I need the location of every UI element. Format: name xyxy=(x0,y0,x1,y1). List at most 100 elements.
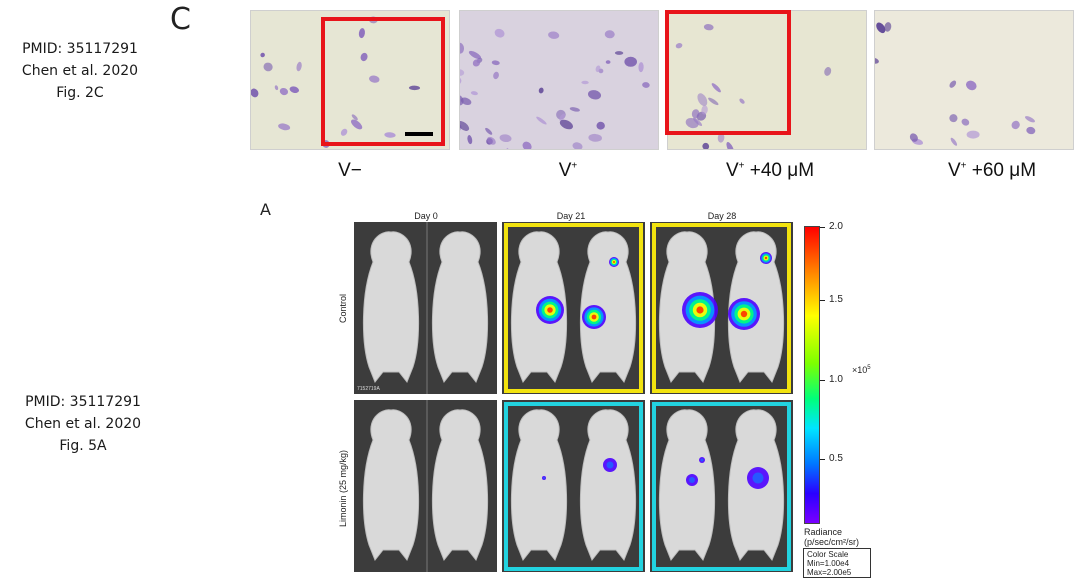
cell-mark xyxy=(675,42,683,49)
transwell-image-v-minus xyxy=(250,10,450,150)
highlight-frame-control-day-21 xyxy=(504,223,643,393)
cell-mark xyxy=(966,80,977,91)
cell-mark xyxy=(460,97,472,106)
bioluminescence-limonin-day-0 xyxy=(354,400,497,572)
cell-mark xyxy=(538,87,544,94)
cell-mark xyxy=(368,75,380,83)
bioluminescence-control-day-21 xyxy=(502,222,645,394)
condition-label: V+ +40 μM xyxy=(725,160,815,181)
cell-mark xyxy=(691,109,700,119)
cell-mark xyxy=(703,24,714,31)
cell-mark xyxy=(559,119,573,130)
cell-mark xyxy=(711,83,721,93)
transwell-image-v-plus xyxy=(459,10,659,150)
cell-mark xyxy=(572,142,583,149)
cell-mark xyxy=(522,141,532,149)
cell-mark xyxy=(499,134,512,143)
cell-mark xyxy=(260,52,265,58)
radiance-colorbar xyxy=(804,226,820,524)
cell-mark xyxy=(1026,126,1036,135)
cell-mark xyxy=(949,80,957,88)
cell-mark xyxy=(358,28,365,39)
bioluminescence-control-day-28 xyxy=(650,222,793,394)
cell-mark xyxy=(340,128,348,136)
bioluminescence-limonin-day-21 xyxy=(502,400,645,572)
colorbar-units: Radiance (p/sec/cm²/sr) xyxy=(804,527,859,547)
cell-mark xyxy=(351,119,363,130)
mouse-silhouette xyxy=(510,409,568,561)
cell-mark xyxy=(536,116,547,125)
cell-mark xyxy=(278,123,291,131)
colorbar-tick-label: 2.0 xyxy=(829,221,843,232)
cell-mark xyxy=(491,60,500,66)
cell-mark xyxy=(581,80,589,85)
zoom-box xyxy=(321,17,445,146)
cell-mark xyxy=(460,69,465,76)
colorbar-tick xyxy=(820,380,825,381)
transwell-image-v-plus-40um xyxy=(667,10,867,150)
zoom-box xyxy=(665,10,791,135)
signal-spot xyxy=(606,461,614,469)
highlight-frame-control-day-28 xyxy=(652,223,791,393)
bioluminescence-limonin-day-28 xyxy=(650,400,793,572)
signal-spot xyxy=(696,306,704,314)
column-title-day-28: Day 28 xyxy=(707,211,737,221)
cell-mark xyxy=(1024,116,1035,123)
citation-pmid: PMID: 35117291 xyxy=(22,41,138,57)
cell-mark xyxy=(467,135,473,145)
cell-mark xyxy=(966,130,980,139)
cell-mark xyxy=(548,31,560,39)
cell-mark xyxy=(460,121,470,131)
cell-mark xyxy=(697,93,708,107)
image-id-label: 7152719A xyxy=(357,386,380,392)
cell-mark xyxy=(485,127,493,135)
cell-mark xyxy=(408,85,421,91)
colorbar-tick-label: 1.5 xyxy=(829,294,843,305)
cell-mark xyxy=(1010,149,1018,150)
cell-mark xyxy=(638,62,644,73)
cell-mark xyxy=(884,22,892,32)
bioluminescence-control-day-0: 7152719A xyxy=(354,222,497,394)
panel-c-letter: C xyxy=(170,2,191,37)
signal-spot xyxy=(689,477,695,483)
cell-mark xyxy=(493,71,499,80)
mouse-silhouette xyxy=(362,409,420,561)
mouse-silhouette xyxy=(579,231,637,383)
cell-mark xyxy=(950,137,958,146)
color-scale-box: Color Scale Min=1.00e4 Max=2.00e5 xyxy=(803,548,871,578)
citation-authors: Chen et al. 2020 xyxy=(21,63,139,79)
mouse-silhouette xyxy=(362,231,420,383)
cell-mark xyxy=(624,56,637,67)
cell-mark xyxy=(701,105,708,115)
cell-mark xyxy=(739,98,745,104)
condition-label: V+ +60 μM xyxy=(947,160,1037,181)
cell-mark xyxy=(642,82,650,88)
mouse-silhouette xyxy=(431,231,489,383)
condition-label: V− xyxy=(338,160,362,181)
highlight-frame-limonin-day-28 xyxy=(652,402,791,571)
row-label-limonin: Limonin (25 mg/kg) xyxy=(338,449,348,527)
cell-mark xyxy=(263,62,273,72)
citation-pmid: PMID: 35117291 xyxy=(25,394,141,410)
cell-mark xyxy=(595,65,601,73)
cell-mark xyxy=(588,133,602,142)
cell-mark xyxy=(1011,120,1020,130)
cell-mark xyxy=(486,136,496,145)
signal-spot xyxy=(543,477,545,479)
cell-mark xyxy=(351,114,358,121)
colorbar-tick-label: 0.5 xyxy=(829,453,843,464)
mouse-silhouette xyxy=(431,409,489,561)
signal-spot xyxy=(700,458,704,462)
colorbar-tick xyxy=(820,459,825,460)
cell-mark xyxy=(559,113,566,121)
citation-fig-5a: PMID: 35117291 Chen et al. 2020 Fig. 5A xyxy=(13,391,153,457)
citation-figure: Fig. 2C xyxy=(56,85,104,101)
cell-mark xyxy=(587,90,602,100)
cell-mark xyxy=(279,87,289,96)
column-title-day-21: Day 21 xyxy=(556,211,586,221)
colorbar-tick xyxy=(820,300,825,301)
mouse-silhouette xyxy=(658,409,716,561)
scale-bar xyxy=(405,132,433,136)
citation-fig-2c: PMID: 35117291 Chen et al. 2020 Fig. 2C xyxy=(10,38,150,104)
cell-mark xyxy=(470,91,478,96)
